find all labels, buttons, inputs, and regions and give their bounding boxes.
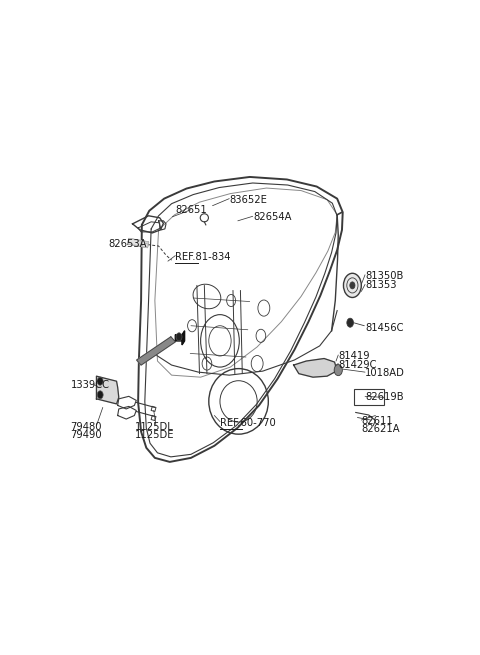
Text: 81429C: 81429C: [338, 360, 377, 369]
Circle shape: [334, 365, 342, 376]
Text: 1125DL: 1125DL: [134, 422, 173, 432]
Text: 82651: 82651: [175, 205, 207, 215]
Text: 82621A: 82621A: [361, 424, 400, 434]
Text: 81456C: 81456C: [365, 324, 404, 333]
Text: 81419: 81419: [338, 351, 370, 361]
Polygon shape: [175, 331, 185, 345]
Text: 83652E: 83652E: [229, 195, 267, 204]
Polygon shape: [294, 358, 336, 377]
Text: 79480: 79480: [71, 422, 102, 432]
Polygon shape: [137, 337, 175, 365]
Text: 1125DE: 1125DE: [134, 430, 174, 440]
Polygon shape: [96, 376, 119, 404]
Circle shape: [97, 391, 103, 399]
Text: 81353: 81353: [365, 280, 396, 290]
Circle shape: [97, 377, 103, 385]
Text: 1339CC: 1339CC: [71, 380, 109, 390]
Polygon shape: [128, 238, 148, 248]
Circle shape: [350, 282, 355, 289]
Circle shape: [347, 318, 353, 328]
Circle shape: [344, 273, 361, 297]
Text: 82653A: 82653A: [108, 239, 147, 249]
Text: REF.60-770: REF.60-770: [220, 418, 276, 428]
Text: 82619B: 82619B: [365, 392, 404, 402]
Text: 1018AD: 1018AD: [365, 368, 405, 378]
Text: 81350B: 81350B: [365, 271, 403, 281]
Text: REF.81-834: REF.81-834: [175, 252, 231, 261]
Circle shape: [176, 333, 182, 341]
Text: 82654A: 82654A: [253, 212, 292, 222]
Text: 79490: 79490: [71, 430, 102, 440]
Text: 82611: 82611: [361, 415, 393, 426]
